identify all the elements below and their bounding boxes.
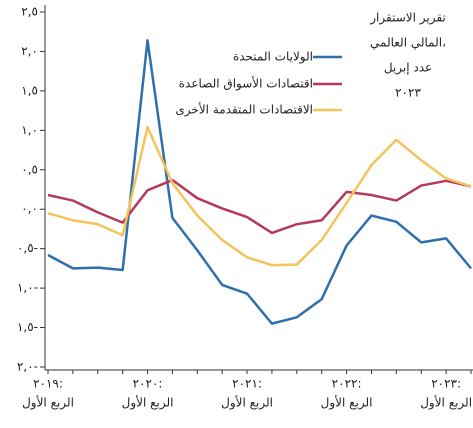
legend-label: الاقتصادات المتقدمة الأخرى (175, 102, 313, 118)
x-tick-label: ٢٠٢٣: (431, 377, 461, 391)
chart-title: عدد إبريل (384, 61, 432, 76)
y-tick-label: ٠,٥ (21, 162, 38, 176)
y-tick-label: ٢,٥ (21, 5, 38, 19)
x-tick-sublabel: الربع الأول (22, 395, 74, 411)
x-tick-sublabel: الربع الأول (122, 395, 174, 411)
series-line (47, 178, 472, 235)
y-tick-label: ١,٥ (21, 83, 38, 97)
x-tick-sublabel: الربع الأول (221, 395, 273, 411)
y-tick-label: ١,٠ (21, 123, 38, 137)
y-tick-label: ٠,٥- (17, 241, 38, 255)
y-tick-label: ٠,٠ (21, 202, 38, 216)
y-tick-label: ٢,٠- (17, 360, 38, 374)
legend-label: اقتصادات الأسواق الصاعدة (179, 76, 313, 92)
x-tick-sublabel: الربع الأول (420, 395, 472, 411)
x-tick-label: ٢٠٢٢: (332, 377, 362, 391)
chart-title: المالي العالمي، (370, 36, 446, 50)
y-tick-label: ١,٥- (17, 320, 38, 334)
chart-title: ٢٠٢٣ (395, 86, 421, 100)
chart-title: تقرير الاستقرار (369, 11, 445, 26)
x-tick-label: ٢٠٢٠: (133, 377, 163, 391)
series-line (47, 39, 472, 325)
x-tick-label: ٢٠١٩: (33, 377, 63, 391)
x-tick-sublabel: الربع الأول (321, 395, 373, 411)
series-line (47, 125, 472, 267)
y-tick-label: ٢,٠ (21, 44, 38, 58)
legend-label: الولايات المتحدة (233, 50, 313, 65)
x-tick-label: ٢٠٢١: (232, 377, 262, 391)
y-tick-label: ١,٠- (17, 281, 38, 295)
